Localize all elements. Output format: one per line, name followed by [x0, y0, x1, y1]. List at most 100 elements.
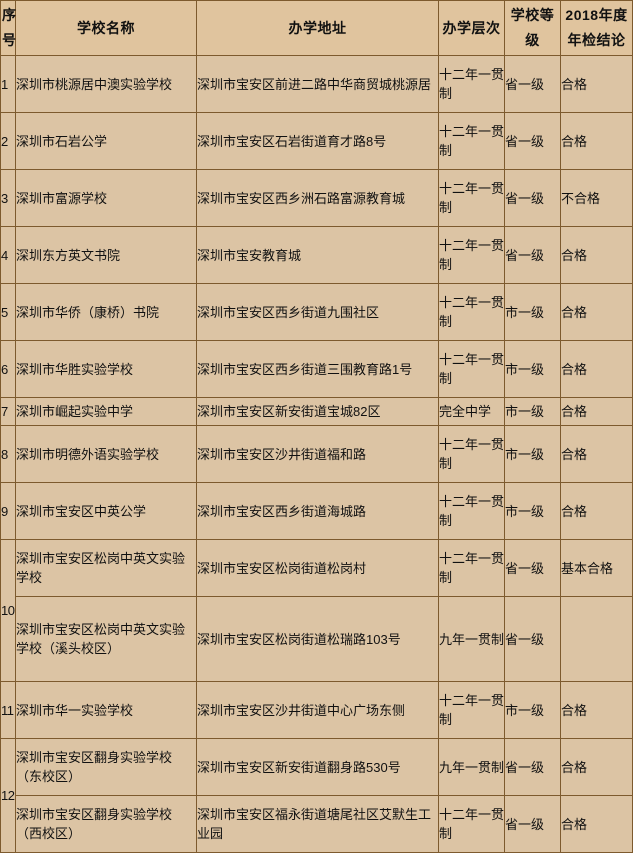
cell-school-grade: 省一级 [504, 738, 561, 796]
cell-address: 深圳市宝安区松岗街道松岗村 [196, 539, 439, 597]
cell-address: 深圳市宝安区新安街道翻身路530号 [196, 738, 439, 796]
column-header-school-level: 办学层次 [438, 0, 505, 56]
table-row: 6 深圳市华胜实验学校 深圳市宝安区西乡街道三围教育路1号 十二年一贯制 市一级… [0, 340, 633, 398]
cell-address: 深圳市宝安区沙井街道中心广场东侧 [196, 681, 439, 739]
column-header-seq-line2: 号 [2, 32, 17, 48]
cell-school-level: 十二年一贯制 [438, 340, 505, 398]
cell-seq: 3 [0, 169, 16, 227]
cell-school-name: 深圳市崛起实验中学 [15, 397, 197, 426]
column-header-grade-line1: 学校等 [510, 7, 555, 23]
column-header-seq: 序 号 [0, 0, 17, 56]
cell-seq: 1 [0, 55, 16, 113]
cell-school-grade: 市一级 [504, 482, 561, 540]
table-row: 2 深圳市石岩公学 深圳市宝安区石岩街道育才路8号 十二年一贯制 省一级 合格 [0, 112, 633, 170]
cell-school-name: 深圳市宝安区翻身实验学校（西校区） [15, 795, 197, 853]
cell-conclusion: 合格 [560, 112, 633, 170]
cell-conclusion: 基本合格 [560, 539, 633, 597]
cell-seq: 12 [0, 738, 16, 853]
cell-school-level: 十二年一贯制 [438, 55, 505, 113]
column-header-conclusion: 2018年度 年检结论 [560, 0, 633, 56]
cell-school-grade: 省一级 [504, 112, 561, 170]
cell-school-level: 九年一贯制 [438, 596, 505, 682]
cell-address: 深圳市宝安区石岩街道育才路8号 [196, 112, 439, 170]
cell-seq: 11 [0, 681, 16, 739]
column-header-school-name: 学校名称 [15, 0, 197, 56]
cell-school-grade: 市一级 [504, 681, 561, 739]
cell-address: 深圳市宝安区前进二路中华商贸城桃源居 [196, 55, 439, 113]
cell-conclusion: 合格 [560, 55, 633, 113]
cell-seq: 6 [0, 340, 16, 398]
cell-address: 深圳市宝安区新安街道宝城82区 [196, 397, 439, 426]
cell-address: 深圳市宝安区西乡街道三围教育路1号 [196, 340, 439, 398]
cell-address: 深圳市宝安区福永街道塘尾社区艾默生工业园 [196, 795, 439, 853]
cell-school-level: 十二年一贯制 [438, 681, 505, 739]
cell-school-level: 十二年一贯制 [438, 425, 505, 483]
cell-school-name: 深圳市宝安区翻身实验学校（东校区） [15, 738, 197, 796]
cell-school-grade: 市一级 [504, 340, 561, 398]
table-row: 5 深圳市华侨（康桥）书院 深圳市宝安区西乡街道九围社区 十二年一贯制 市一级 … [0, 283, 633, 341]
cell-seq: 2 [0, 112, 16, 170]
cell-school-grade: 市一级 [504, 397, 561, 426]
table-row: 9 深圳市宝安区中英公学 深圳市宝安区西乡街道海城路 十二年一贯制 市一级 合格 [0, 482, 633, 540]
cell-conclusion: 合格 [560, 738, 633, 796]
cell-seq: 5 [0, 283, 16, 341]
cell-school-name: 深圳东方英文书院 [15, 226, 197, 284]
cell-address: 深圳市宝安区沙井街道福和路 [196, 425, 439, 483]
table-row: 12 深圳市宝安区翻身实验学校（东校区） 深圳市宝安区新安街道翻身路530号 九… [0, 738, 633, 853]
cell-conclusion: 合格 [560, 681, 633, 739]
cell-school-grade: 市一级 [504, 425, 561, 483]
table-row: 10 深圳市宝安区松岗中英文实验学校 深圳市宝安区松岗街道松岗村 十二年一贯制 … [0, 539, 633, 682]
cell-address: 深圳市宝安教育城 [196, 226, 439, 284]
cell-school-grade: 省一级 [504, 226, 561, 284]
table-row: 7 深圳市崛起实验中学 深圳市宝安区新安街道宝城82区 完全中学 市一级 合格 [0, 397, 633, 426]
cell-school-level: 十二年一贯制 [438, 112, 505, 170]
cell-seq: 8 [0, 425, 16, 483]
cell-seq: 4 [0, 226, 16, 284]
table-row: 8 深圳市明德外语实验学校 深圳市宝安区沙井街道福和路 十二年一贯制 市一级 合… [0, 425, 633, 483]
cell-seq: 10 [0, 539, 16, 682]
cell-school-level: 十二年一贯制 [438, 169, 505, 227]
cell-school-level: 九年一贯制 [438, 738, 505, 796]
table-row: 深圳市宝安区松岗中英文实验学校（溪头校区） 深圳市宝安区松岗街道松瑞路103号 … [1, 596, 633, 682]
cell-school-level: 完全中学 [438, 397, 505, 426]
cell-school-grade: 省一级 [504, 795, 561, 853]
cell-conclusion: 合格 [560, 425, 633, 483]
cell-school-level: 十二年一贯制 [438, 795, 505, 853]
cell-school-grade: 省一级 [504, 596, 561, 682]
header-row: 序 号 学校名称 办学地址 办学层次 学校等 级 2018年度 年检结论 [0, 0, 633, 56]
cell-school-name: 深圳市桃源居中澳实验学校 [15, 55, 197, 113]
cell-address: 深圳市宝安区西乡洲石路富源教育城 [196, 169, 439, 227]
cell-school-name: 深圳市石岩公学 [15, 112, 197, 170]
cell-conclusion: 合格 [560, 226, 633, 284]
cell-school-name: 深圳市富源学校 [15, 169, 197, 227]
table-row: 3 深圳市富源学校 深圳市宝安区西乡洲石路富源教育城 十二年一贯制 省一级 不合… [0, 169, 633, 227]
table-row: 11 深圳市华一实验学校 深圳市宝安区沙井街道中心广场东侧 十二年一贯制 市一级… [0, 681, 633, 739]
cell-conclusion: 不合格 [560, 169, 633, 227]
cell-school-name: 深圳市明德外语实验学校 [15, 425, 197, 483]
cell-conclusion: 合格 [560, 482, 633, 540]
table-row: 4 深圳东方英文书院 深圳市宝安教育城 十二年一贯制 省一级 合格 [0, 226, 633, 284]
cell-school-level: 十二年一贯制 [438, 226, 505, 284]
cell-school-name: 深圳市宝安区松岗中英文实验学校 [15, 539, 197, 597]
cell-address: 深圳市宝安区西乡街道海城路 [196, 482, 439, 540]
cell-school-name: 深圳市华一实验学校 [15, 681, 197, 739]
table-header: 序 号 学校名称 办学地址 办学层次 学校等 级 2018年度 年检结论 [0, 0, 633, 56]
cell-school-level: 十二年一贯制 [438, 539, 505, 597]
column-header-school-grade: 学校等 级 [504, 0, 561, 56]
table-row: 1 深圳市桃源居中澳实验学校 深圳市宝安区前进二路中华商贸城桃源居 十二年一贯制… [0, 55, 633, 113]
cell-conclusion: 合格 [560, 283, 633, 341]
cell-seq: 9 [0, 482, 16, 540]
cell-conclusion: 合格 [560, 397, 633, 426]
cell-address: 深圳市宝安区西乡街道九围社区 [196, 283, 439, 341]
cell-school-grade: 省一级 [504, 55, 561, 113]
cell-school-level: 十二年一贯制 [438, 482, 505, 540]
cell-address: 深圳市宝安区松岗街道松瑞路103号 [196, 596, 439, 682]
cell-seq: 7 [0, 397, 16, 426]
column-header-address: 办学地址 [196, 0, 439, 56]
cell-school-level: 十二年一贯制 [438, 283, 505, 341]
column-header-conclusion-line1: 2018年度 [565, 7, 628, 23]
cell-school-name: 深圳市宝安区中英公学 [15, 482, 197, 540]
cell-school-grade: 市一级 [504, 283, 561, 341]
cell-conclusion: 合格 [560, 795, 633, 853]
